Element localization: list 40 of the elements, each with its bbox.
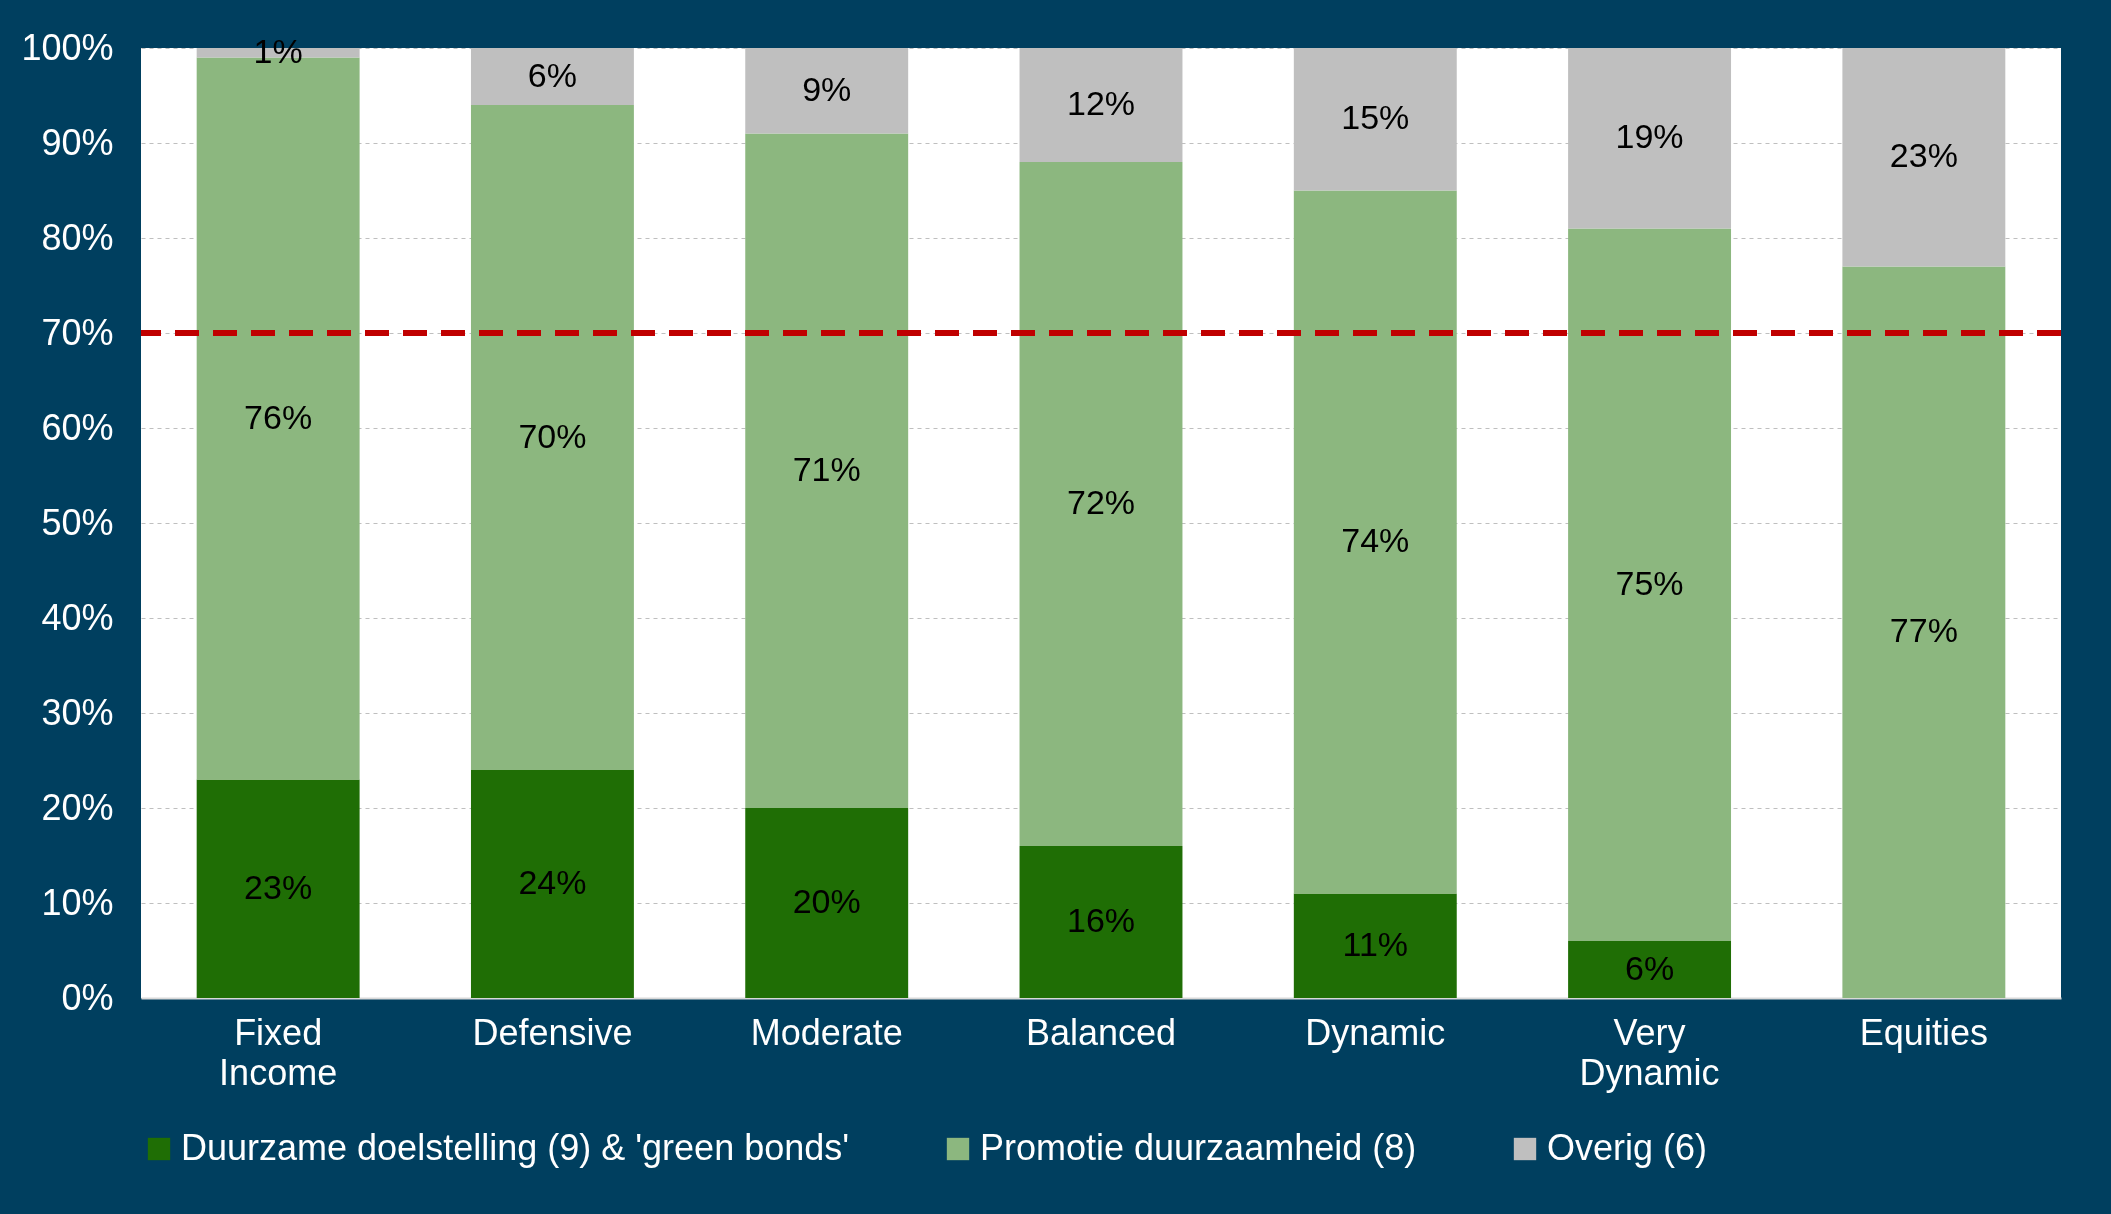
data-label: 70% (518, 416, 587, 455)
y-tick-label: 10% (41, 881, 114, 923)
x-tick-label: Fixed Income (219, 1011, 338, 1093)
x-tick-label: Moderate (750, 1011, 903, 1053)
y-tick-label: 90% (41, 121, 114, 163)
x-tick-label: Equities (1859, 1011, 1988, 1053)
data-label: 77% (1889, 611, 1958, 650)
data-label: 15% (1341, 98, 1410, 137)
y-tick-label: 70% (41, 311, 114, 353)
data-label: 23% (1889, 136, 1958, 175)
data-label: 72% (1066, 483, 1136, 521)
y-tick-label: 40% (41, 596, 114, 638)
y-tick-label: 60% (41, 406, 114, 448)
x-tick-label: Dynamic (1305, 1011, 1446, 1053)
y-tick-label: 80% (41, 216, 114, 258)
x-tick-label: Very Dynamic (1579, 1011, 1720, 1093)
x-tick-label: Defensive (472, 1011, 633, 1053)
data-label: 6% (1625, 948, 1675, 987)
data-label: 76% (244, 397, 313, 436)
data-label: 71% (792, 449, 861, 488)
y-tick-label: 30% (41, 691, 114, 733)
data-label: 12% (1066, 84, 1136, 122)
data-label: 11% (1342, 924, 1409, 963)
data-label: 24% (518, 863, 587, 901)
legend-label: Overig (6) (1547, 1127, 1708, 1168)
data-label: 6% (527, 55, 577, 94)
data-label: 75% (1615, 563, 1684, 602)
data-label: 23% (244, 867, 313, 906)
data-label: 16% (1066, 901, 1136, 939)
data-label: 19% (1615, 117, 1684, 156)
data-label: 74% (1341, 521, 1410, 559)
y-tick-label: 50% (41, 501, 114, 543)
data-label: 9% (802, 69, 852, 108)
data-label: 20% (792, 882, 861, 920)
x-tick-label: Balanced (1025, 1011, 1177, 1053)
y-tick-label: 20% (41, 786, 114, 828)
legend-label: Duurzame doelstelling (9) & 'green bonds' (181, 1127, 850, 1168)
y-tick-label: 0% (61, 976, 114, 1018)
legend-label: Promotie duurzaamheid (8) (980, 1127, 1417, 1168)
y-tick-label: 100% (21, 26, 114, 68)
